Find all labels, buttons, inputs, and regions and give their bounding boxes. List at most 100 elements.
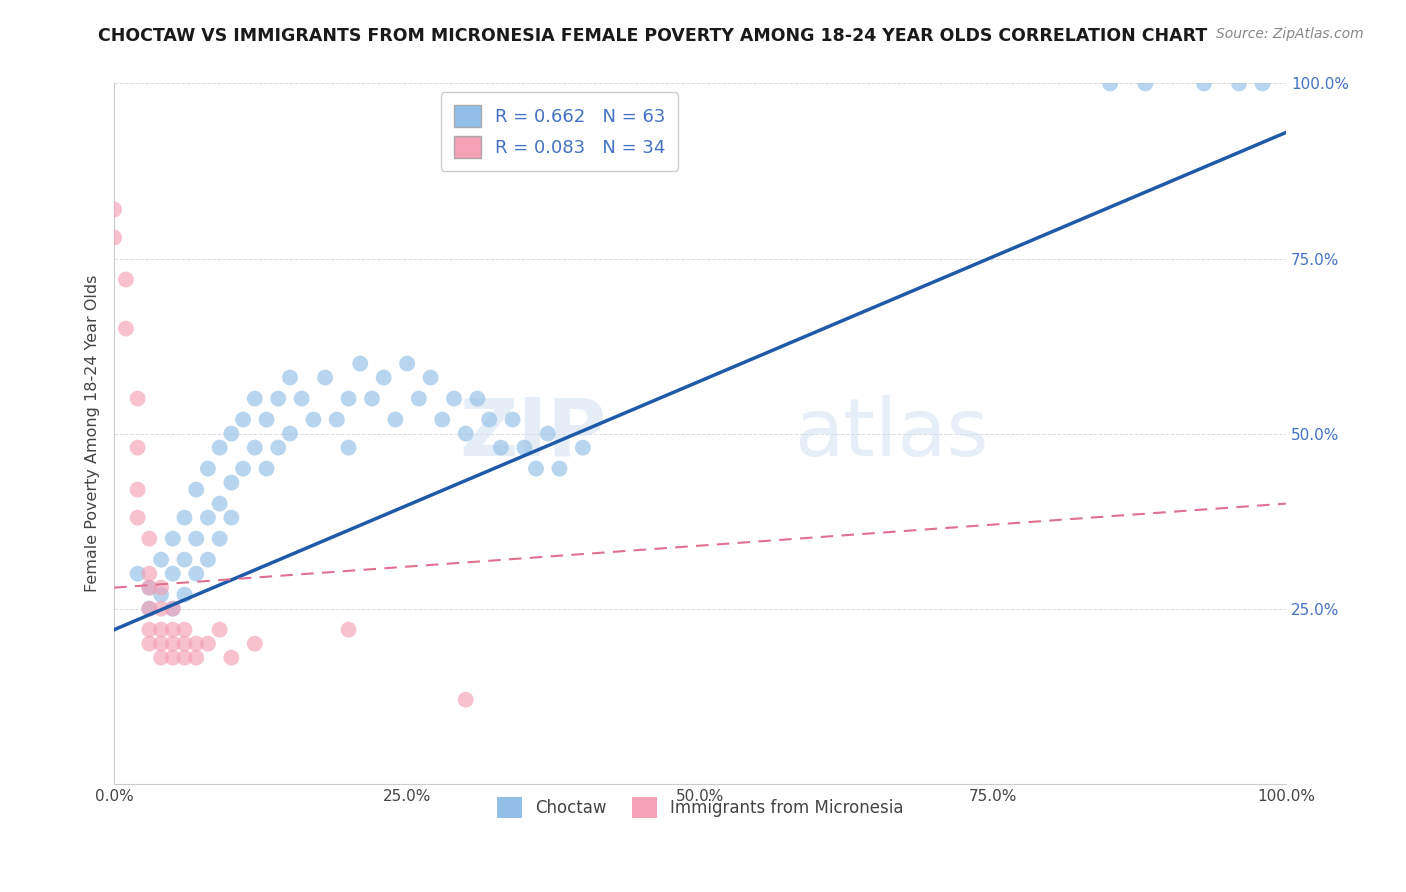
Point <box>1227 77 1250 91</box>
Point <box>208 623 231 637</box>
Point <box>232 412 254 426</box>
Point <box>186 650 208 665</box>
Point <box>127 392 149 406</box>
Point <box>138 581 160 595</box>
Point <box>537 426 560 441</box>
Point <box>221 426 243 441</box>
Point <box>467 392 489 406</box>
Point <box>186 637 208 651</box>
Point <box>454 426 477 441</box>
Point <box>173 650 195 665</box>
Point <box>173 510 195 524</box>
Point <box>115 321 138 335</box>
Point <box>572 441 595 455</box>
Point <box>186 483 208 497</box>
Point <box>1099 77 1122 91</box>
Point <box>384 412 406 426</box>
Point <box>278 426 301 441</box>
Point <box>337 392 360 406</box>
Point <box>432 412 454 426</box>
Point <box>173 552 195 566</box>
Point <box>373 370 395 384</box>
Point <box>138 601 160 615</box>
Point <box>150 623 173 637</box>
Text: atlas: atlas <box>794 394 988 473</box>
Point <box>162 532 184 546</box>
Point <box>150 552 173 566</box>
Point <box>186 566 208 581</box>
Text: Source: ZipAtlas.com: Source: ZipAtlas.com <box>1216 27 1364 41</box>
Point <box>162 601 184 615</box>
Point <box>150 581 173 595</box>
Point <box>150 637 173 651</box>
Point <box>291 392 314 406</box>
Point <box>173 588 195 602</box>
Point <box>162 650 184 665</box>
Point <box>197 510 219 524</box>
Point <box>127 566 149 581</box>
Point <box>127 441 149 455</box>
Point <box>1251 77 1274 91</box>
Point <box>208 497 231 511</box>
Legend: Choctaw, Immigrants from Micronesia: Choctaw, Immigrants from Micronesia <box>491 790 910 824</box>
Point <box>513 441 536 455</box>
Point <box>221 650 243 665</box>
Point <box>162 566 184 581</box>
Point <box>1135 77 1157 91</box>
Point <box>443 392 465 406</box>
Point <box>337 623 360 637</box>
Point <box>314 370 336 384</box>
Point <box>243 637 266 651</box>
Point <box>267 441 290 455</box>
Point <box>408 392 430 406</box>
Point <box>337 441 360 455</box>
Point <box>396 357 419 371</box>
Point <box>138 601 160 615</box>
Point <box>349 357 371 371</box>
Point <box>454 692 477 706</box>
Point <box>186 532 208 546</box>
Point <box>326 412 349 426</box>
Point <box>278 370 301 384</box>
Point <box>150 650 173 665</box>
Point <box>221 475 243 490</box>
Point <box>197 461 219 475</box>
Text: ZIP: ZIP <box>460 394 606 473</box>
Point <box>243 392 266 406</box>
Point <box>162 601 184 615</box>
Y-axis label: Female Poverty Among 18-24 Year Olds: Female Poverty Among 18-24 Year Olds <box>86 275 100 592</box>
Point <box>138 566 160 581</box>
Point <box>489 441 512 455</box>
Point <box>267 392 290 406</box>
Point <box>138 637 160 651</box>
Point <box>127 483 149 497</box>
Point <box>232 461 254 475</box>
Point <box>103 230 125 244</box>
Point <box>361 392 384 406</box>
Point <box>524 461 547 475</box>
Point <box>197 552 219 566</box>
Point <box>115 272 138 286</box>
Point <box>138 581 160 595</box>
Point <box>419 370 441 384</box>
Point <box>502 412 524 426</box>
Point <box>256 461 278 475</box>
Point <box>138 623 160 637</box>
Point <box>1192 77 1215 91</box>
Point <box>103 202 125 217</box>
Point <box>150 588 173 602</box>
Point <box>197 637 219 651</box>
Text: CHOCTAW VS IMMIGRANTS FROM MICRONESIA FEMALE POVERTY AMONG 18-24 YEAR OLDS CORRE: CHOCTAW VS IMMIGRANTS FROM MICRONESIA FE… <box>98 27 1208 45</box>
Point <box>221 510 243 524</box>
Point <box>150 601 173 615</box>
Point <box>162 637 184 651</box>
Point <box>478 412 501 426</box>
Point <box>173 623 195 637</box>
Point <box>127 510 149 524</box>
Point <box>548 461 571 475</box>
Point <box>208 441 231 455</box>
Point <box>173 637 195 651</box>
Point <box>138 532 160 546</box>
Point <box>162 623 184 637</box>
Point <box>302 412 325 426</box>
